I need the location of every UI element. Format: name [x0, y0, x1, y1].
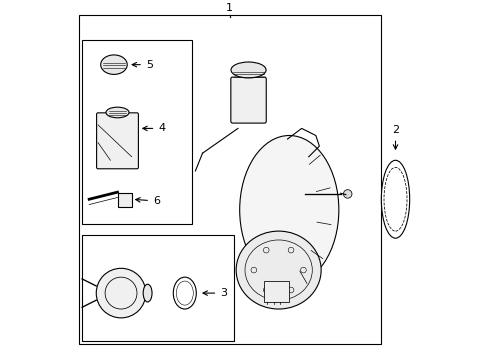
- Bar: [78, 15, 381, 345]
- Bar: [265, 281, 289, 302]
- Bar: [118, 193, 132, 207]
- Bar: [82, 40, 192, 224]
- Bar: [82, 235, 234, 341]
- Text: 4: 4: [143, 123, 165, 134]
- Text: 3: 3: [203, 288, 227, 298]
- Ellipse shape: [96, 268, 146, 318]
- FancyBboxPatch shape: [231, 77, 266, 123]
- Ellipse shape: [100, 55, 127, 75]
- Circle shape: [343, 190, 352, 198]
- Ellipse shape: [231, 62, 266, 78]
- Ellipse shape: [106, 107, 129, 118]
- Text: 6: 6: [136, 196, 160, 206]
- Ellipse shape: [236, 231, 321, 309]
- Ellipse shape: [240, 135, 339, 284]
- Ellipse shape: [143, 284, 152, 302]
- Text: 5: 5: [132, 60, 153, 70]
- Text: 1: 1: [226, 3, 233, 13]
- Text: 2: 2: [392, 126, 399, 149]
- Ellipse shape: [381, 160, 410, 238]
- FancyBboxPatch shape: [97, 113, 138, 169]
